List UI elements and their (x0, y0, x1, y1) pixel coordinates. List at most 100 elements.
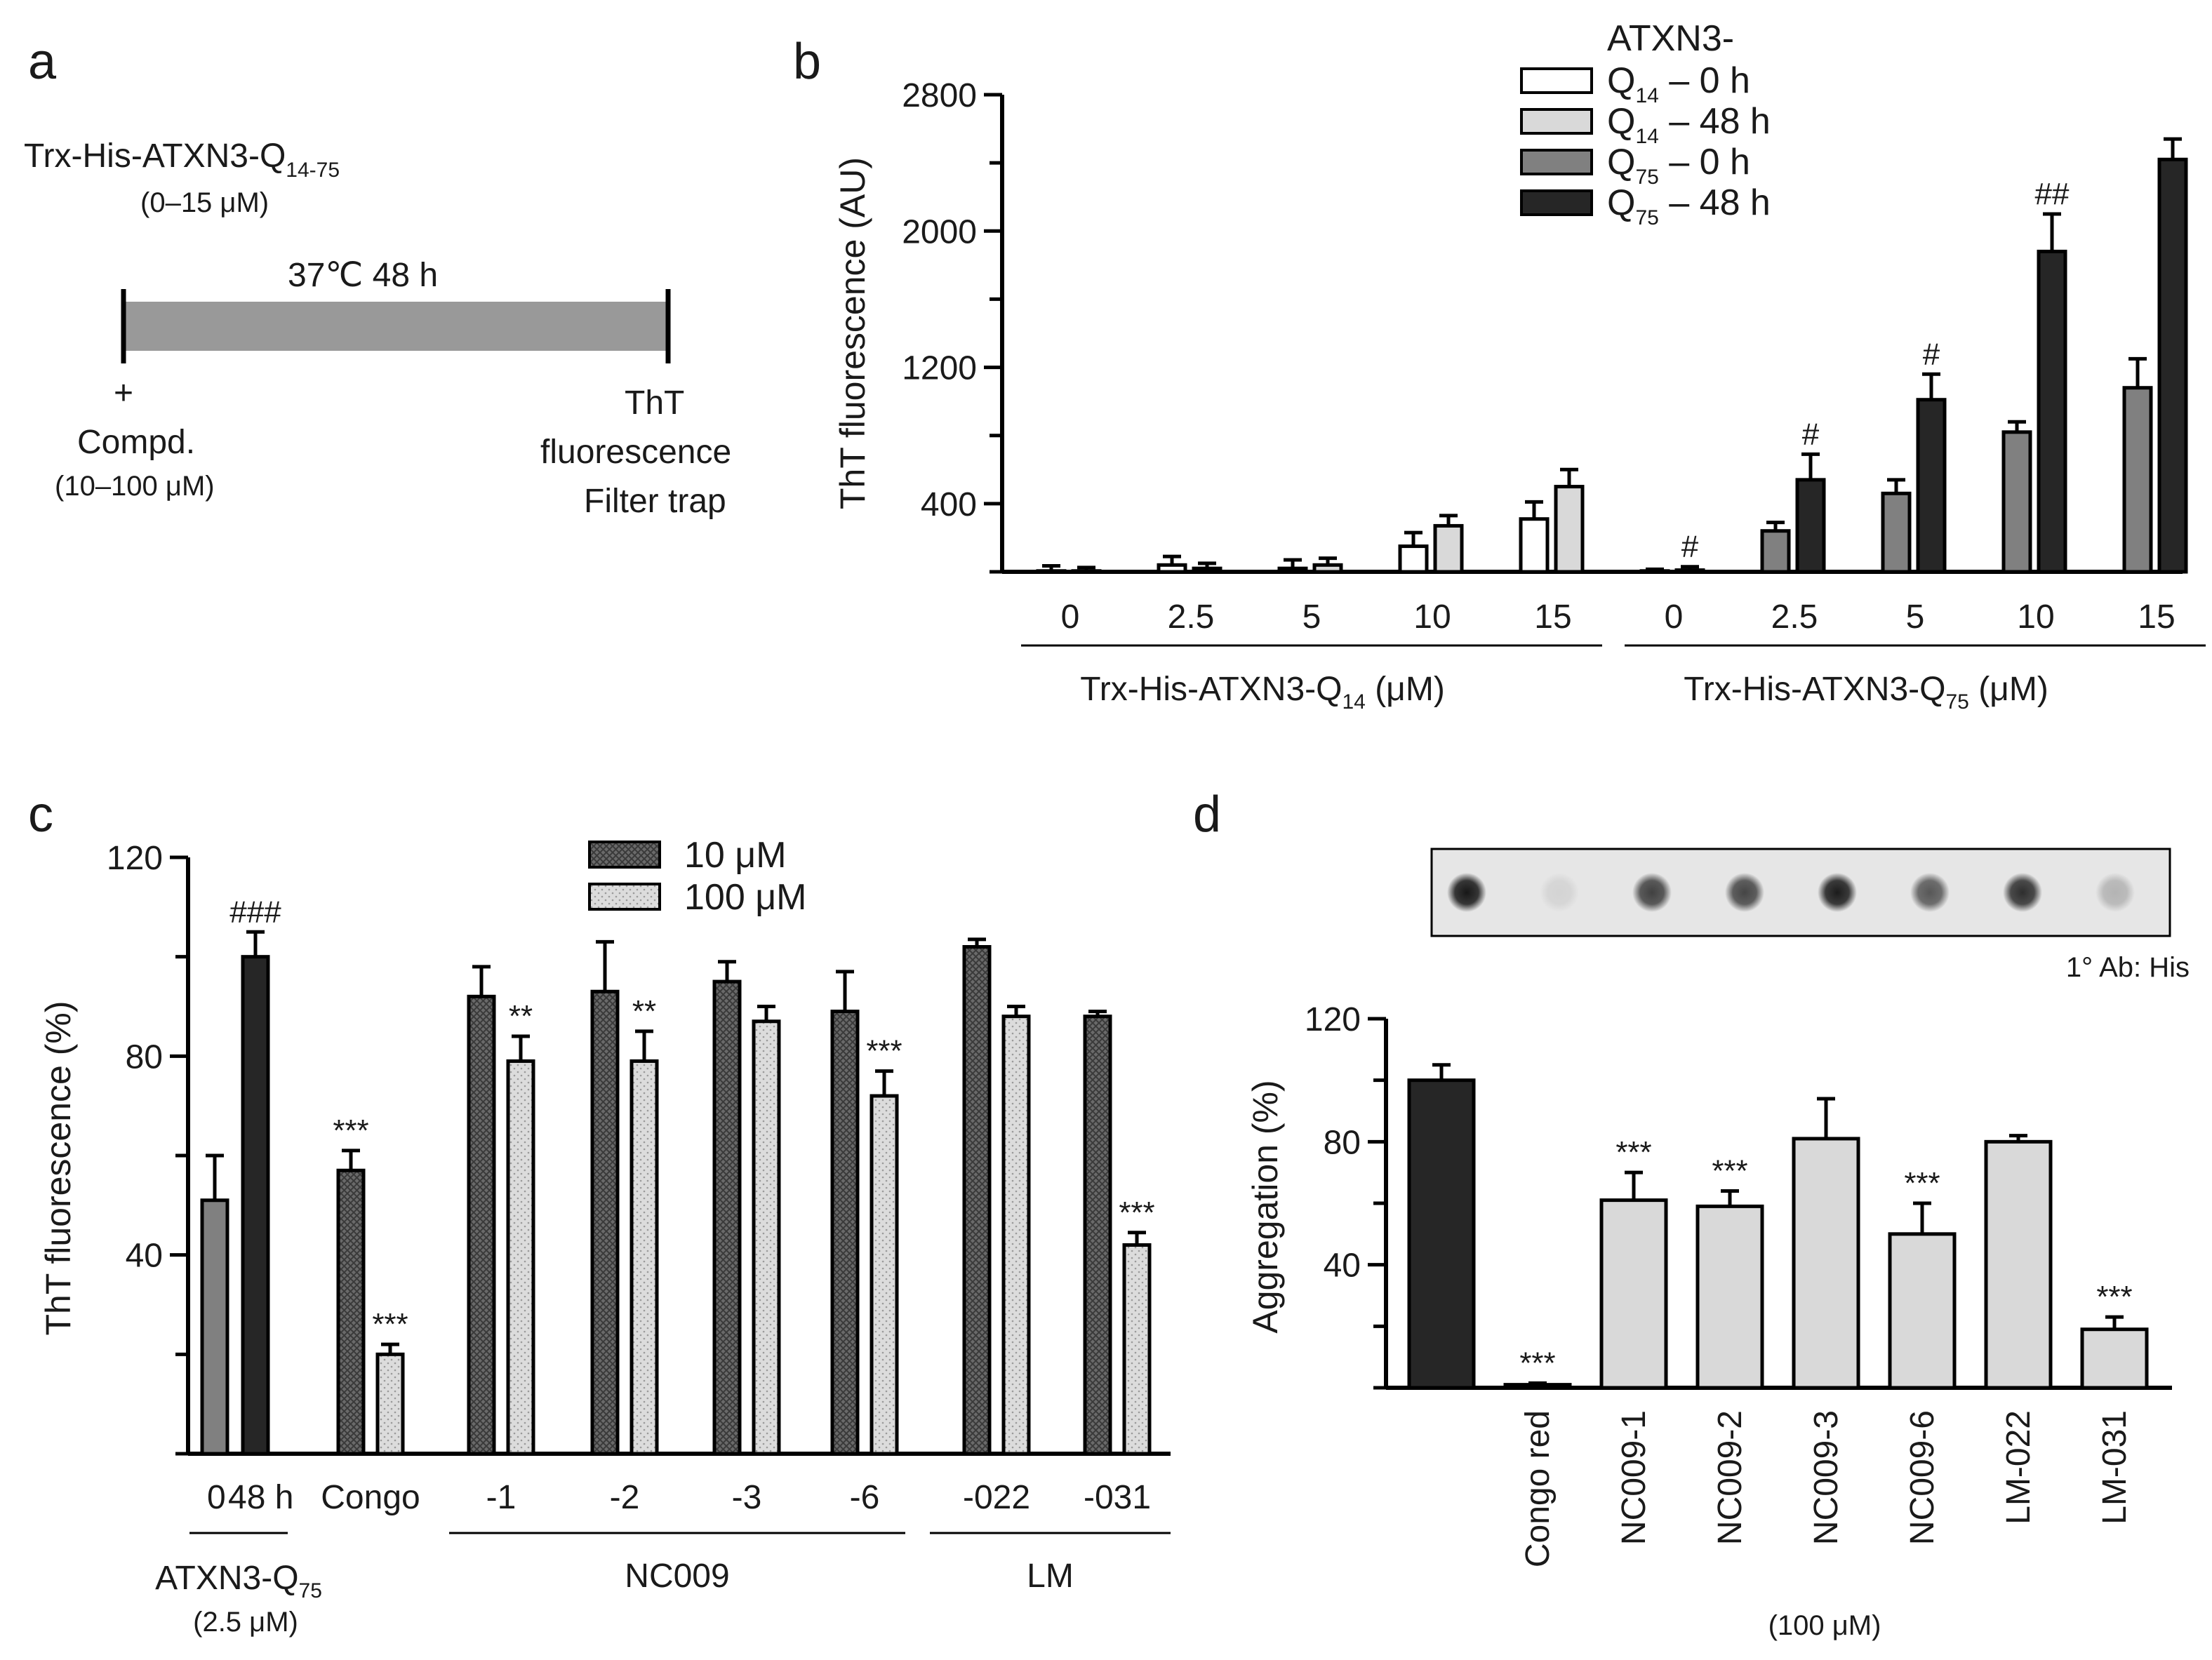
panel-d-x-tick-label: NC009-6 (1904, 1410, 1941, 1545)
panel-c-y-label: ThT fluorescence (%) (39, 1000, 78, 1335)
panel-d-bar-annotation: *** (1615, 1135, 1651, 1170)
panel-c-y-tick-label: 120 (107, 840, 163, 877)
panel-d-bar-annotation: *** (1904, 1166, 1940, 1200)
schematic-protein-prefix: Trx-His-ATXN3-Q (24, 138, 286, 175)
panel-label-d: d (1193, 787, 1221, 843)
panel-c-group-label: LM (1027, 1558, 1074, 1595)
panel-c-control-bar (241, 955, 270, 1456)
panel-b-bar (1674, 568, 1705, 574)
panel-d-x-tick-label: LM-022 (2000, 1410, 2037, 1525)
panel-label-c: c (28, 787, 53, 843)
panel-b-x-tick-label: 2.5 (1771, 598, 1818, 636)
panel-d-bar (1407, 1078, 1476, 1390)
panel-d-bar (1888, 1232, 1957, 1390)
panel-b-bar (1639, 569, 1670, 574)
schematic-incubation-bar (124, 302, 668, 351)
panel-b-group-label: Trx-His-ATXN3-Q75 (μM) (1684, 671, 2048, 714)
panel-c-control-conc: (2.5 μM) (193, 1607, 298, 1638)
schematic-condition: 37℃ 48 h (288, 257, 438, 294)
schematic-compound: Compd. (77, 424, 195, 461)
panel-c-x-tick-label: -3 (732, 1479, 762, 1516)
panel-b-group-label-suffix: (μM) (1366, 671, 1445, 708)
panel-b-x-tick-label: 5 (1302, 598, 1321, 636)
panel-c-bar-10uM (1083, 1015, 1112, 1456)
schematic-readout-fluorescence: fluorescence (540, 434, 731, 471)
panel-d-blot-dot (2003, 873, 2042, 912)
panel-b-bar (1795, 478, 1826, 574)
panel-b-group-label-prefix: Trx-His-ATXN3-Q (1080, 671, 1342, 708)
legend-q: Q (1607, 60, 1635, 101)
legend-time: – 48 h (1659, 101, 1771, 142)
panel-d-x-label: (100 μM) (1768, 1610, 1881, 1641)
panel-c-x-tick-label: -031 (1084, 1479, 1151, 1516)
panel-c-bar-10uM (590, 989, 620, 1456)
legend-sub: 75 (1635, 206, 1658, 229)
panel-d-blot-dot (1818, 873, 1857, 912)
panel-c-y-tick-label: 80 (126, 1038, 163, 1076)
panel-c-bar-10uM (712, 979, 742, 1456)
panel-c-bar-100uM-annotation: *** (1119, 1196, 1154, 1230)
schematic-readout-tht: ThT (625, 384, 684, 422)
panel-b-group-label-prefix: Trx-His-ATXN3-Q (1684, 671, 1945, 708)
panel-d-y-label: Aggregation (%) (1246, 1080, 1285, 1333)
panel-d-blot-dot (1725, 873, 1764, 912)
panel-c-bar-100uM (752, 1019, 781, 1456)
panel-b-legend-entry: Q75 – 0 h (1607, 142, 1750, 189)
panel-c-x-tick-label: Congo (321, 1479, 420, 1516)
panel-c-bar-100uM (629, 1059, 659, 1456)
panel-c-x-tick-label: -1 (486, 1479, 517, 1516)
legend-time: – 48 h (1659, 182, 1771, 223)
panel-d-bar-annotation: *** (1519, 1346, 1555, 1380)
panel-b-x-tick-label: 15 (2138, 598, 2175, 636)
panel-b-group-label-suffix: (μM) (1969, 671, 2048, 708)
panel-c-bar-10uM (962, 945, 992, 1456)
panel-a-schematic: Trx-His-ATXN3-Q14-75 (0–15 μM) 37℃ 48 h … (24, 138, 731, 520)
panel-c-bar-100uM (375, 1352, 405, 1456)
panel-c-x-tick-label: 0 (207, 1479, 226, 1516)
panel-b-bar (1916, 398, 1947, 574)
panel-c-control-group-label-sub: 75 (299, 1579, 322, 1602)
panel-c-control-group-label-prefix: ATXN3-Q (155, 1560, 298, 1597)
panel-b-legend-entry: Q75 – 48 h (1607, 182, 1771, 229)
panel-c-y-tick-label: 40 (126, 1238, 163, 1275)
panel-c-bar-100uM (1122, 1243, 1152, 1456)
schematic-plus: + (114, 375, 133, 412)
legend-sub: 75 (1635, 166, 1658, 189)
schematic-protein: Trx-His-ATXN3-Q14-75 (24, 138, 340, 182)
panel-label-a: a (28, 34, 57, 90)
panel-b-group-label-sub: 75 (1945, 690, 1968, 714)
panel-c-bar-10uM (336, 1168, 366, 1456)
panel-b-legend-swatch (1520, 149, 1593, 175)
panel-d-blot-dot (1540, 873, 1579, 912)
panel-d-blot-dot (1447, 873, 1486, 912)
panel-d-bar (1984, 1139, 2053, 1390)
panel-c-bar-100uM (506, 1059, 535, 1456)
panel-c-control-group-label: ATXN3-Q75 (155, 1560, 322, 1602)
panel-c-bar-10uM-annotation: *** (333, 1113, 368, 1148)
legend-q: Q (1607, 182, 1635, 223)
panel-c-legend-entry: 10 μM (684, 835, 787, 876)
panel-d-bar (1695, 1204, 1764, 1390)
panel-d-y-tick-label: 80 (1324, 1124, 1361, 1161)
legend-time: – 0 h (1659, 60, 1750, 101)
panel-b-bar (1157, 563, 1187, 574)
panel-c-x-tick-label: -2 (610, 1479, 640, 1516)
panel-d-blot-label: 1° Ab: His (2066, 952, 2190, 983)
panel-c-x-tick-label: -022 (963, 1479, 1030, 1516)
panel-d-y-tick-label: 40 (1324, 1247, 1361, 1285)
panel-c-bar-100uM-annotation: ** (509, 999, 533, 1033)
panel-c-bar-10uM (830, 1010, 860, 1456)
panel-b-legend-swatch (1520, 189, 1593, 216)
schematic-readout-filter-trap: Filter trap (584, 483, 726, 520)
panel-b-bar-annotation: # (1681, 530, 1699, 564)
panel-c-bar-100uM-annotation: *** (866, 1034, 902, 1069)
panel-b-bar (2122, 386, 2153, 574)
panel-c-group-label: NC009 (625, 1558, 729, 1595)
panel-b-legend-title: ATXN3- (1607, 18, 1734, 59)
panel-b-y-tick-label: 1200 (902, 350, 977, 387)
panel-b-bar (1036, 569, 1067, 574)
panel-b-y-tick-label: 2800 (902, 77, 977, 114)
panel-d-bar (1503, 1383, 1572, 1390)
panel-b-y-tick-label: 2000 (902, 213, 977, 250)
